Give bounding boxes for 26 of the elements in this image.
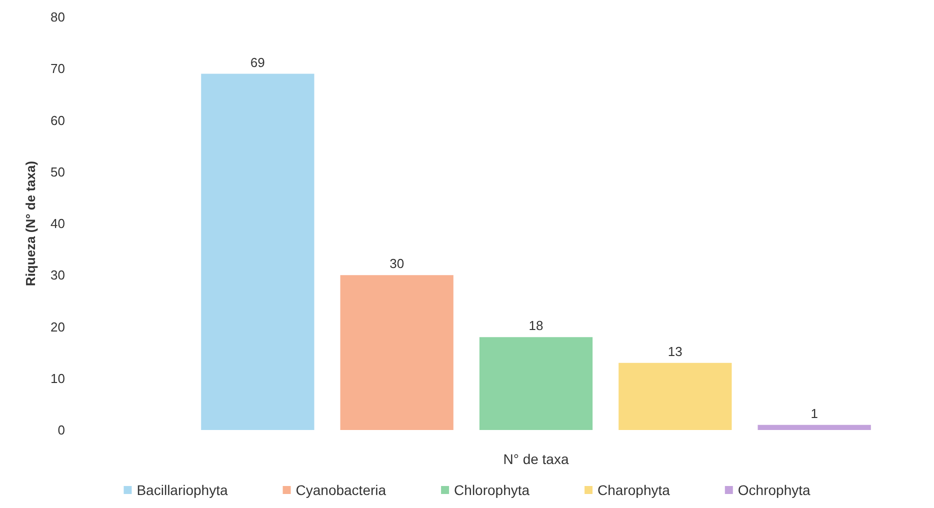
x-axis-title: N° de taxa: [503, 451, 569, 467]
data-label: 18: [528, 318, 544, 334]
y-tick-label: 0: [58, 422, 65, 438]
y-tick-label: 30: [50, 268, 65, 283]
data-label: 13: [668, 344, 682, 359]
y-tick-label: 60: [50, 112, 65, 128]
legend-label: Ochrophyta: [738, 482, 810, 498]
bar: [340, 275, 454, 430]
legend-label: Bacillariophyta: [136, 482, 228, 498]
y-tick-label: 40: [50, 216, 65, 231]
bar: [758, 424, 871, 430]
y-tick-label: 70: [50, 61, 65, 76]
y-tick-label: 10: [50, 370, 65, 386]
y-tick-label: 20: [50, 319, 65, 334]
y-axis-title: Riqueza (N° de taxa): [23, 160, 38, 286]
y-tick-label: 80: [50, 10, 65, 24]
bar: [479, 337, 593, 430]
bar: [201, 74, 314, 430]
data-label: 69: [250, 54, 265, 70]
y-tick-label: 50: [50, 164, 65, 180]
legend-label: Chlorophyta: [454, 482, 530, 498]
bar: [618, 362, 732, 430]
data-label: 1: [810, 406, 818, 421]
legend-label: Cyanobacteria: [296, 482, 386, 498]
data-label: 30: [390, 256, 404, 272]
legend-label: Charophyta: [598, 482, 670, 498]
